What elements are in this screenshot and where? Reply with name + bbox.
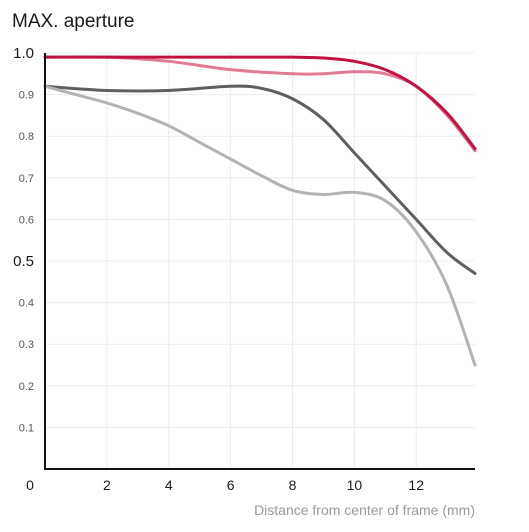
y-tick-label: 0.7 — [19, 173, 34, 185]
y-tick-label: 0.4 — [19, 298, 34, 310]
x-tick-label: 8 — [289, 477, 297, 493]
y-tick-label: 0.1 — [19, 422, 34, 434]
y-tick-labels: 1.0 0.9 0.8 0.7 0.6 0.5 0.4 0.3 0.2 0.1 — [13, 45, 34, 434]
y-tick-label: 0.6 — [19, 214, 34, 226]
x-tick-label: 4 — [165, 477, 173, 493]
x-tick-label: 0 — [26, 477, 34, 493]
x-tick-label: 10 — [347, 477, 363, 493]
x-axis-label: Distance from center of frame (mm) — [254, 502, 475, 518]
y-tick-label: 0.9 — [19, 90, 34, 102]
series-lines — [43, 55, 477, 367]
y-tick-label: 0.3 — [19, 339, 34, 351]
grid-lines — [45, 52, 475, 469]
series-line-2 — [43, 55, 477, 151]
series-line-4 — [43, 84, 477, 367]
chart-title: MAX. aperture — [12, 11, 135, 32]
x-tick-label: 2 — [103, 477, 111, 493]
series-line-3 — [43, 84, 477, 275]
y-tick-label: 1.0 — [13, 45, 34, 62]
y-tick-label: 0.2 — [19, 381, 34, 393]
y-tick-label: 0.8 — [19, 131, 34, 143]
y-tick-label: 0.5 — [13, 253, 34, 270]
x-tick-label: 12 — [408, 477, 424, 493]
x-tick-label: 6 — [227, 477, 235, 493]
x-tick-labels: 0 2 4 6 8 10 12 — [26, 477, 424, 493]
